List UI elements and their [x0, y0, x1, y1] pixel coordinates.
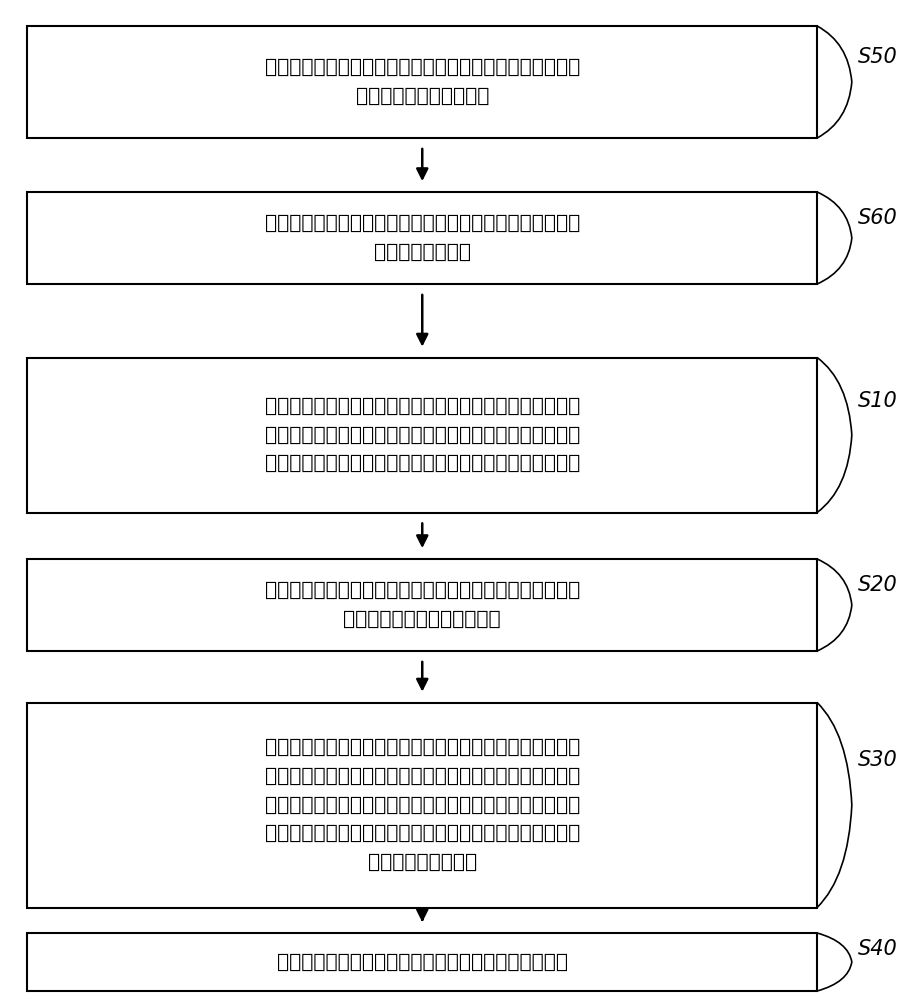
- Text: S40: S40: [858, 939, 898, 959]
- FancyBboxPatch shape: [27, 192, 817, 284]
- Text: S50: S50: [858, 47, 898, 67]
- Text: 根据所述第二笛卡尔坐标值计算所述第二目标点的曲率: 根据所述第二笛卡尔坐标值计算所述第二目标点的曲率: [277, 952, 568, 972]
- FancyBboxPatch shape: [27, 933, 817, 991]
- Text: 以第一目标点的法线方向为基准，设置位移传感器旋转自由
度的参考点位置，所述位移传感器位于由光栅尺建立的笛卡
尔直角坐标系中，所述第一目标点为待测物表面的任意一点: 以第一目标点的法线方向为基准，设置位移传感器旋转自由 度的参考点位置，所述位移传…: [265, 397, 580, 473]
- Text: 获取所述位移传感器基于所述第一目标点在第二预设角度内
旋转所测量的第四测量值: 获取所述位移传感器基于所述第一目标点在第二预设角度内 旋转所测量的第四测量值: [265, 58, 580, 106]
- Text: 根据所述第四测量值中的最小值对应的角度，确定所述第一
目标点的法线方向: 根据所述第四测量值中的最小值对应的角度，确定所述第一 目标点的法线方向: [265, 214, 580, 262]
- Text: S20: S20: [858, 575, 898, 595]
- Text: S10: S10: [858, 391, 898, 411]
- FancyBboxPatch shape: [27, 358, 817, 513]
- FancyBboxPatch shape: [27, 702, 817, 908]
- FancyBboxPatch shape: [27, 26, 817, 138]
- Text: 以所述参考点位置为基准，确定所述位移传感器的旋转中心
到所述第一目标点的绝对距离: 以所述参考点位置为基准，确定所述位移传感器的旋转中心 到所述第一目标点的绝对距离: [265, 581, 580, 629]
- Text: S60: S60: [858, 208, 898, 228]
- Text: 将所述待测物表面离散为预设数量的第二目标点，获取所述
位移传感器测量每一第二目标点时对应的第一笛卡尔坐标值
和所述位移传感器输出的第一测量值，并根据所述第一笛卡: 将所述待测物表面离散为预设数量的第二目标点，获取所述 位移传感器测量每一第二目标…: [265, 738, 580, 872]
- FancyBboxPatch shape: [27, 559, 817, 651]
- Text: S30: S30: [858, 750, 898, 770]
